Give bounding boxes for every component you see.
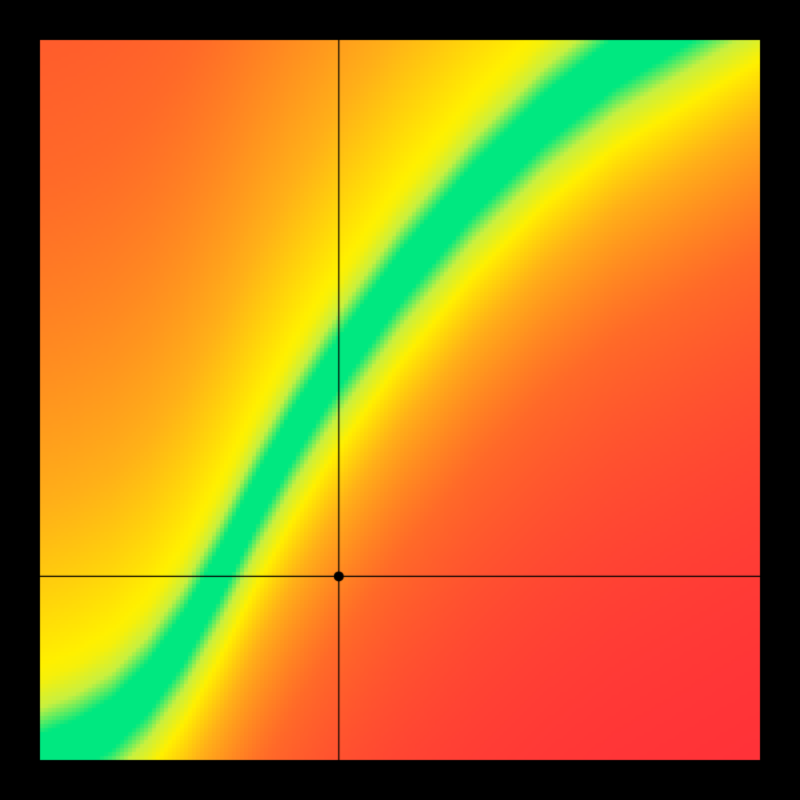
bottleneck-heatmap [0, 0, 800, 800]
chart-frame: TheBottleneck.com [0, 0, 800, 800]
